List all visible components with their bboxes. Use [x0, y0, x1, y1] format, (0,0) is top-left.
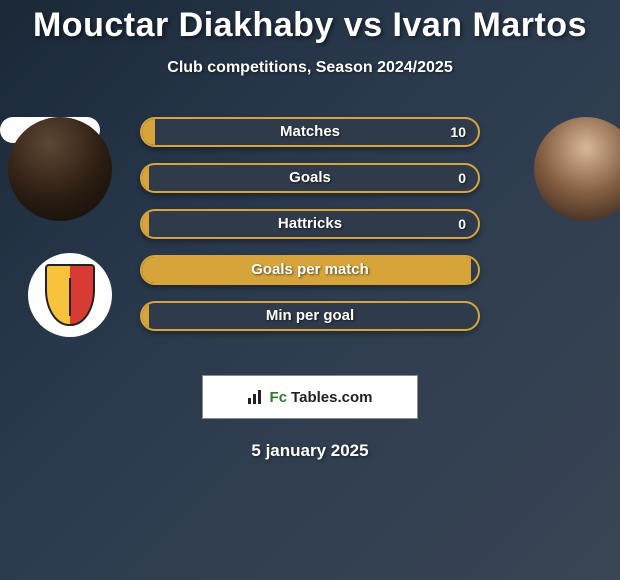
stat-pill-list: Matches10Goals0Hattricks0Goals per match…: [140, 117, 480, 347]
stat-pill: Goals per match: [140, 255, 480, 285]
stat-pill-label: Goals per match: [142, 257, 478, 283]
stat-pill-value: 10: [450, 119, 466, 145]
brand-tables: Tables.com: [291, 389, 372, 406]
brand-fc: Fc: [270, 389, 288, 406]
compare-zone: Matches10Goals0Hattricks0Goals per match…: [0, 117, 620, 367]
stat-pill: Hattricks0: [140, 209, 480, 239]
subtitle: Club competitions, Season 2024/2025: [0, 59, 620, 77]
stat-pill: Matches10: [140, 117, 480, 147]
player-left-avatar: [8, 117, 112, 221]
valencia-shield-icon: [45, 264, 95, 326]
stat-pill-label: Hattricks: [142, 211, 478, 237]
page-title: Mouctar Diakhaby vs Ivan Martos: [0, 6, 620, 45]
stat-pill-label: Matches: [142, 119, 478, 145]
stat-pill: Min per goal: [140, 301, 480, 331]
bar-chart-icon: [248, 390, 266, 404]
stat-pill-label: Goals: [142, 165, 478, 191]
player-right-avatar: [534, 117, 620, 221]
club-left-badge: [28, 253, 112, 337]
stat-pill-value: 0: [458, 165, 466, 191]
stat-pill: Goals0: [140, 163, 480, 193]
brand-box[interactable]: FcTables.com: [202, 375, 418, 419]
date-label: 5 january 2025: [0, 441, 620, 461]
stat-pill-label: Min per goal: [142, 303, 478, 329]
stat-pill-value: 0: [458, 211, 466, 237]
comparison-card: Mouctar Diakhaby vs Ivan Martos Club com…: [0, 0, 620, 461]
